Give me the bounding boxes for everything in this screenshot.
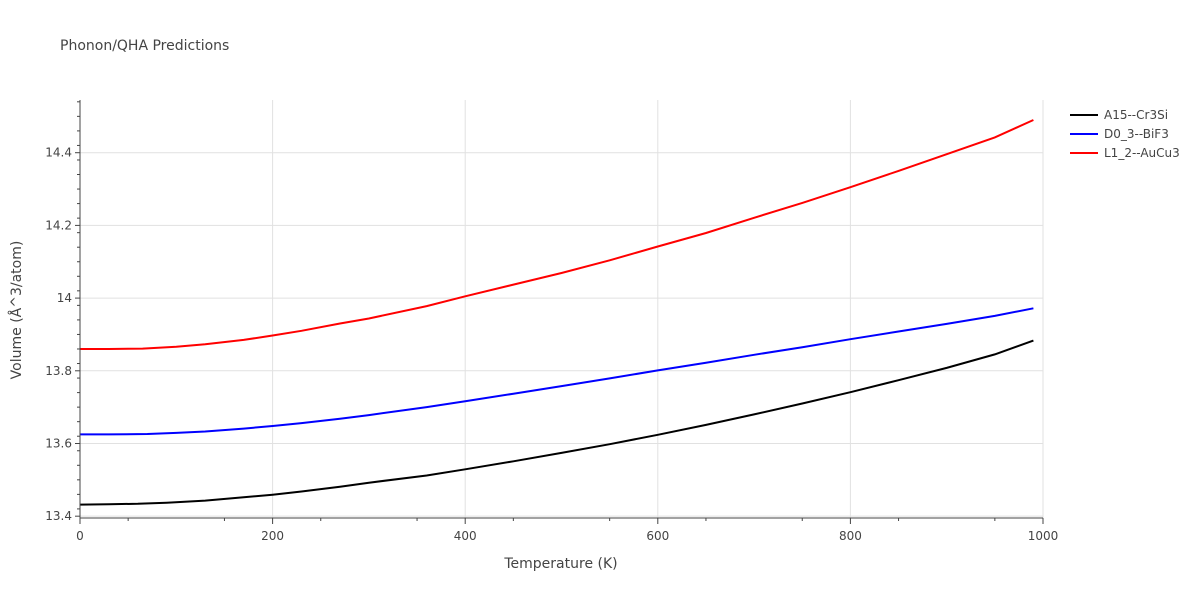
x-tick-label: 200: [261, 529, 284, 543]
x-tick-label: 400: [454, 529, 477, 543]
chart-title: Phonon/QHA Predictions: [60, 38, 229, 54]
legend: A15--Cr3Si D0_3--BiF3 L1_2--AuCu3: [1070, 108, 1180, 160]
legend-label-1: D0_3--BiF3: [1104, 127, 1169, 141]
series-line-1: [80, 307, 1034, 436]
x-tick-label: 600: [646, 529, 669, 543]
legend-label-2: L1_2--AuCu3: [1104, 146, 1180, 160]
y-tick-label: 13.6: [45, 436, 72, 450]
y-axis-title: Volume (Å^3/atom): [8, 241, 25, 380]
y-tick-label: 14.4: [45, 146, 72, 160]
y-tick-label: 13.8: [45, 364, 72, 378]
grid: [80, 100, 1044, 518]
series-line-2: [80, 119, 1034, 350]
y-tick-label: 13.4: [45, 509, 72, 523]
x-tick-label: 800: [839, 529, 862, 543]
y-tick-label: 14: [57, 291, 72, 305]
series-line-0: [79, 339, 1034, 506]
y-tick-label: 14.2: [45, 218, 72, 232]
axes: 0 200 400 600 800 1000 13.4 13.6 13.8 14 14.2 14.4: [45, 100, 1058, 543]
series-group: [79, 119, 1034, 506]
legend-label-0: A15--Cr3Si: [1104, 108, 1168, 122]
x-tick-label: 0: [76, 529, 84, 543]
x-tick-label: 1000: [1028, 529, 1059, 543]
x-axis-title: Temperature (K): [503, 556, 617, 572]
